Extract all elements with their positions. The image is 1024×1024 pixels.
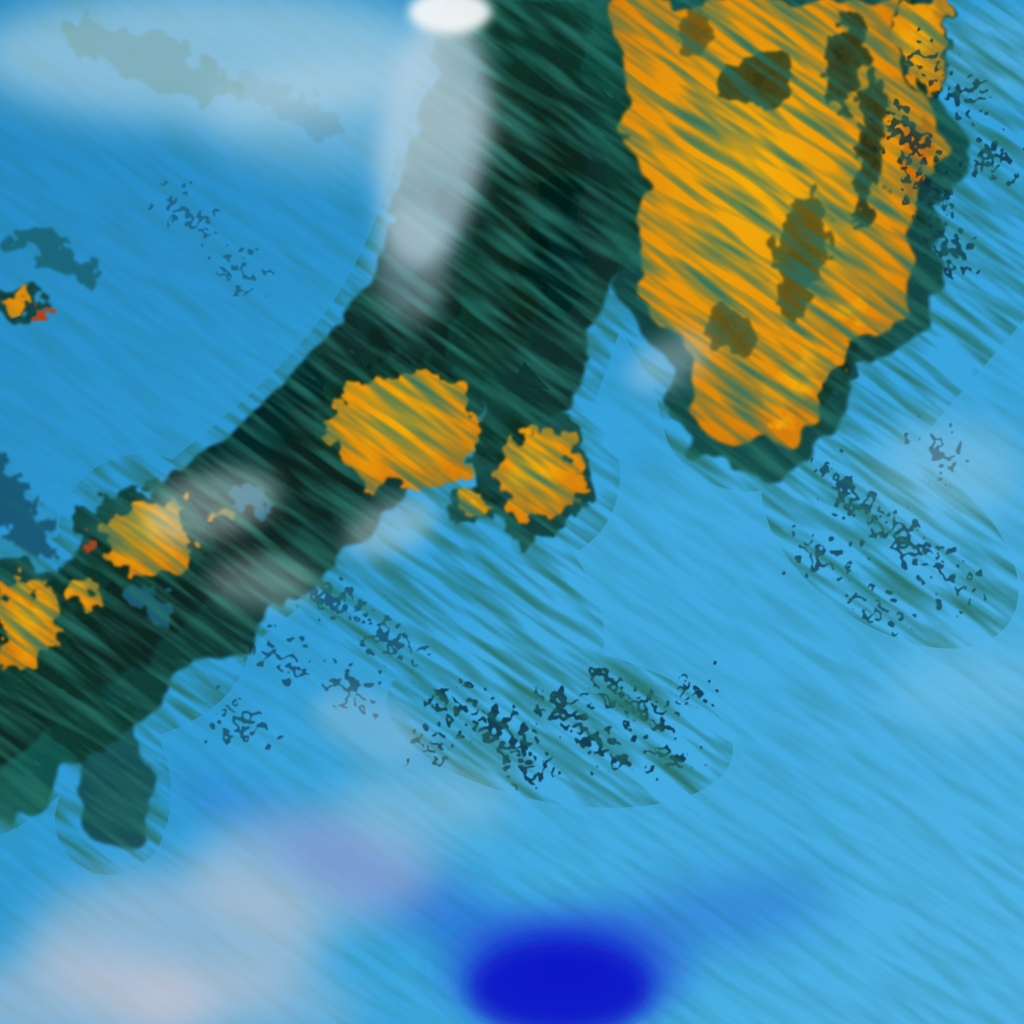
haze-patch xyxy=(885,645,1024,735)
haze-patch xyxy=(207,554,317,610)
haze-patch-pink xyxy=(190,808,440,928)
haze-patch xyxy=(312,690,428,760)
haze-patch xyxy=(626,332,710,392)
haze-wedge xyxy=(375,11,491,269)
shadow-pool-core xyxy=(470,942,650,1024)
haze-patch xyxy=(340,760,510,840)
haze-patch xyxy=(344,498,436,558)
haze-patch xyxy=(143,466,281,544)
haze-patch xyxy=(875,418,1024,518)
haze-wedge xyxy=(374,205,450,325)
haze-patch-pink xyxy=(120,970,360,1024)
cloud-bright-spot xyxy=(408,0,492,34)
